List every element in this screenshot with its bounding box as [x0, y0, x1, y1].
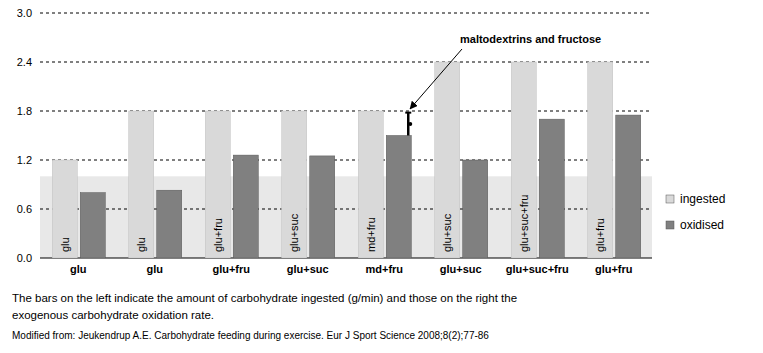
- bar-ingested: [205, 111, 230, 258]
- legend-swatch: [666, 221, 674, 229]
- grid-line: [40, 13, 652, 14]
- bar-oxidised: [80, 193, 105, 258]
- bar-ingested: [358, 111, 383, 258]
- bar-ingested: [511, 62, 536, 258]
- bar-ingested: [435, 62, 460, 258]
- bar-oxidised: [310, 156, 335, 258]
- bar-ingested: [129, 111, 154, 258]
- bar-ingested: [282, 111, 307, 258]
- grid-line: [40, 62, 652, 63]
- bar-label: glu+fru: [594, 218, 606, 252]
- annotation-arrow: [410, 49, 462, 109]
- x-tick-label: glu+suc+fru: [506, 263, 569, 275]
- error-cap: [405, 112, 411, 114]
- bar-oxidised: [386, 136, 411, 259]
- y-tick-label: 0.0: [17, 252, 32, 264]
- bar-oxidised: [233, 155, 258, 258]
- x-tick-label: glu: [70, 263, 87, 275]
- x-tick-label: glu+suc: [440, 263, 482, 275]
- y-tick-label: 0.6: [17, 203, 32, 215]
- caption: exogenous carbohydrate oxidation rate.: [12, 309, 214, 321]
- bar-label: glu+suc: [288, 213, 300, 252]
- x-tick-label: glu: [147, 263, 164, 275]
- error-bar: [405, 113, 412, 136]
- legend-swatch: [666, 195, 674, 203]
- y-tick-label: 1.8: [17, 105, 32, 117]
- bar-ingested: [52, 160, 77, 258]
- bar-label: glu: [59, 237, 71, 252]
- bar-ingested: [588, 62, 613, 258]
- annotation: maltodextrins and fructose: [460, 33, 601, 45]
- chart: 0.00.61.21.82.43.0glugluglugluglu+fruglu…: [0, 0, 763, 353]
- x-tick-label: glu+fru: [595, 263, 633, 275]
- bar-oxidised: [539, 119, 564, 258]
- bars: [52, 62, 641, 258]
- error-dot: [408, 122, 412, 126]
- x-tick-label: glu+fru: [212, 263, 250, 275]
- x-tick-label: glu+suc: [287, 263, 329, 275]
- bar-oxidised: [616, 115, 641, 258]
- bar-label: md+fru: [365, 217, 377, 252]
- x-tick-label: md+fru: [365, 263, 403, 275]
- bar-oxidised: [463, 160, 488, 258]
- bar-label: glu+suc: [441, 213, 453, 252]
- legend-label: oxidised: [680, 218, 724, 232]
- legend-label: ingested: [680, 192, 725, 206]
- y-tick-label: 1.2: [17, 154, 32, 166]
- bar-oxidised: [157, 190, 182, 258]
- source: Modified from: Jeukendrup A.E. Carbohydr…: [12, 330, 489, 341]
- bar-label: glu+fru: [212, 218, 224, 252]
- y-tick-label: 3.0: [17, 7, 32, 19]
- bar-label: glu+suc+fru: [518, 195, 530, 252]
- caption: The bars on the left indicate the amount…: [12, 292, 517, 304]
- bar-label: glu: [135, 237, 147, 252]
- y-tick-label: 2.4: [17, 56, 32, 68]
